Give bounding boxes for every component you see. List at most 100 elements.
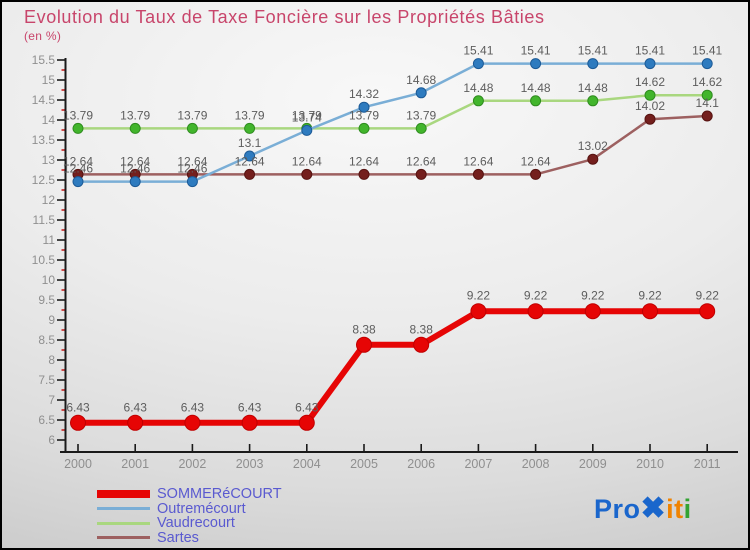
- series-line-SOMMERéCOURT: [75, 308, 711, 426]
- data-point: [70, 414, 86, 431]
- data-point: [642, 303, 658, 320]
- y-tick-label: 11: [43, 233, 56, 247]
- chart-subtitle: (en %): [24, 29, 62, 43]
- data-point: [129, 176, 141, 188]
- data-point: [358, 101, 370, 113]
- x-tick-label: 2010: [636, 457, 664, 471]
- x-tick-label: 2002: [178, 457, 206, 471]
- data-label: 14.68: [406, 73, 436, 87]
- data-point: [699, 303, 716, 320]
- data-label: 8.38: [410, 322, 434, 336]
- data-point: [358, 122, 370, 134]
- data-label: 9.22: [467, 289, 491, 303]
- data-label: 9.22: [696, 289, 720, 303]
- data-point: [644, 89, 656, 101]
- data-label: 13.79: [349, 108, 379, 122]
- data-label: 13.79: [120, 108, 150, 122]
- y-tick-label: 15.5: [32, 53, 56, 67]
- data-label: 6.43: [66, 400, 90, 414]
- data-point: [298, 414, 315, 431]
- data-point: [644, 58, 656, 70]
- data-label: 6.43: [181, 400, 205, 414]
- data-label: 12.64: [235, 154, 265, 168]
- y-tick-label: 14.5: [32, 93, 56, 107]
- data-point: [186, 176, 198, 188]
- data-label: 9.22: [581, 289, 605, 303]
- series-line-Vaudrecourt: [76, 93, 709, 130]
- data-label: 13.79: [63, 108, 93, 122]
- data-point: [413, 336, 430, 353]
- series-line-Outremécourt: [76, 62, 709, 183]
- x-tick-label: 2009: [579, 457, 607, 471]
- y-tick-label: 14: [42, 113, 56, 127]
- data-point: [472, 95, 484, 107]
- data-label: 14.48: [521, 81, 551, 95]
- data-label: 9.22: [524, 289, 548, 303]
- data-label: 12.64: [63, 154, 93, 168]
- data-label: 6.43: [238, 400, 262, 414]
- chart-svg: 6 6.5 7 7.5 8 8.5 9 9.5 10 10.5 11 11.5 12 12.5 13 13.5…: [32, 44, 738, 471]
- data-point: [472, 58, 484, 70]
- data-point: [72, 122, 84, 134]
- data-label: 12.64: [521, 154, 551, 168]
- data-point: [527, 303, 544, 320]
- data-label: 12.64: [406, 154, 436, 168]
- data-point: [415, 122, 427, 134]
- data-label: 12.46: [177, 162, 207, 176]
- data-point: [587, 153, 599, 165]
- y-tick-label: 9: [48, 313, 55, 327]
- series-line-Sartes: [76, 114, 709, 176]
- data-point: [244, 150, 256, 162]
- x-tick-label: 2001: [121, 457, 149, 471]
- data-label: 15.41: [578, 44, 608, 58]
- data-point: [358, 168, 370, 180]
- data-label: 15.41: [635, 44, 665, 58]
- y-tick-label: 8: [48, 353, 55, 367]
- legend-label: SOMMERéCOURT: [157, 486, 282, 502]
- data-label: 14.32: [349, 87, 379, 101]
- y-tick-label: 6.5: [38, 413, 55, 427]
- data-point: [701, 110, 713, 122]
- data-label: 12.46: [120, 162, 150, 176]
- y-tick-label: 7.5: [38, 373, 55, 387]
- data-label: 12.64: [177, 154, 207, 168]
- data-point: [184, 414, 201, 431]
- y-tick-label: 6: [48, 433, 55, 447]
- data-point: [530, 58, 542, 70]
- y-tick-label: 12: [42, 193, 56, 207]
- data-label: 13.79: [406, 108, 436, 122]
- legend-item: Sartes: [97, 530, 282, 546]
- data-label: 13.02: [578, 139, 608, 153]
- legend-item: Vaudrecourt: [97, 516, 282, 531]
- logo-part: i: [666, 494, 675, 524]
- data-label: 14.62: [692, 75, 722, 89]
- data-label: 13.79: [235, 108, 265, 122]
- data-label: 6.43: [124, 400, 148, 414]
- data-point: [584, 303, 601, 320]
- legend-item: Outremécourt: [97, 501, 282, 517]
- x-tick-label: 2005: [350, 457, 378, 471]
- legend-item: SOMMERéCOURT: [97, 487, 282, 502]
- logo-part: ✖: [640, 492, 667, 525]
- data-point: [472, 168, 484, 180]
- data-point: [301, 168, 313, 180]
- data-label: 15.41: [463, 44, 493, 58]
- y-tick-label: 15: [42, 73, 56, 87]
- data-label: 14.02: [635, 99, 665, 113]
- data-point: [701, 89, 713, 101]
- data-label: 13.79: [177, 108, 207, 122]
- data-point: [587, 95, 599, 107]
- data-point: [470, 303, 487, 320]
- data-point: [129, 122, 141, 134]
- x-tick-label: 2003: [236, 457, 264, 471]
- data-label: 6.43: [295, 400, 319, 414]
- data-point: [415, 87, 427, 99]
- legend-swatch: [97, 507, 150, 511]
- logo-part: t: [674, 494, 684, 524]
- y-tick-label: 11.5: [33, 213, 56, 227]
- x-tick-label: 2008: [522, 457, 550, 471]
- legend-swatch: [97, 490, 150, 499]
- data-label: 12.64: [349, 154, 379, 168]
- x-tick-label: 2006: [407, 457, 435, 471]
- data-label: 8.38: [352, 322, 376, 336]
